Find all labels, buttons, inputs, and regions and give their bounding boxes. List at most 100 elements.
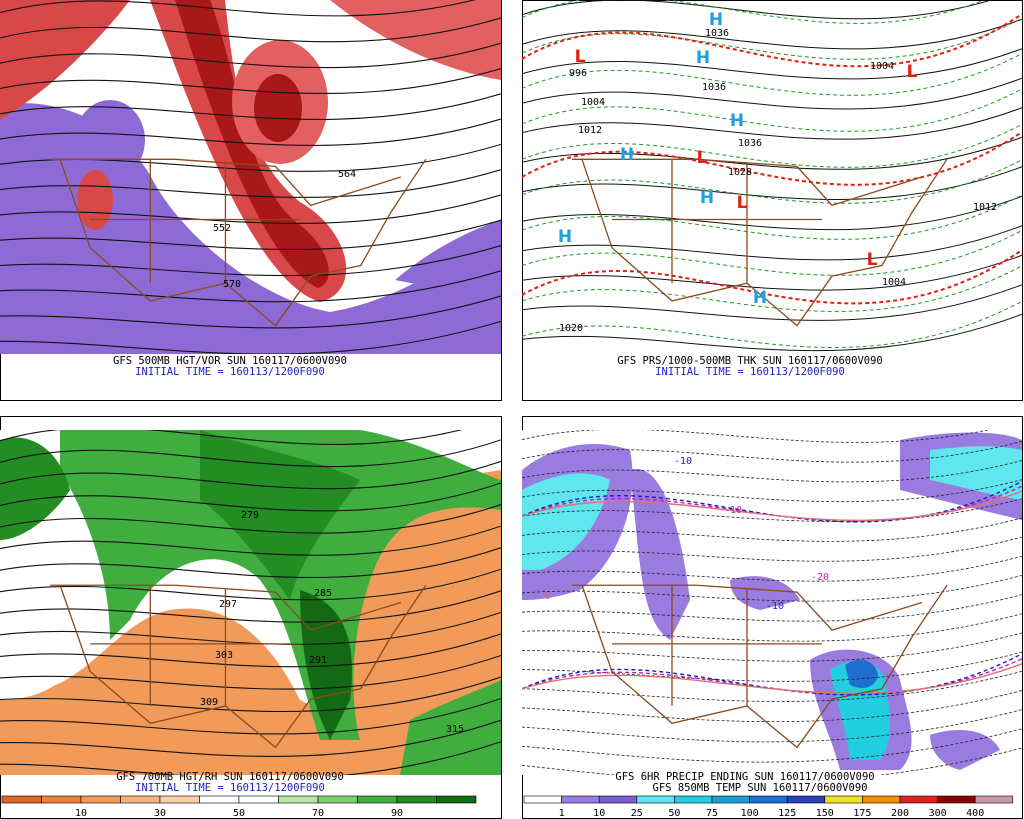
legend-swatch [80, 795, 121, 804]
legend-swatch [317, 795, 358, 804]
contour [522, 159, 1022, 204]
high-marker: H [620, 145, 634, 165]
contour [0, 219, 501, 251]
contour [0, 633, 501, 668]
contour [522, 194, 1022, 240]
contour [0, 482, 501, 512]
border [612, 585, 822, 706]
legend-swatch [824, 795, 863, 804]
contour [0, 654, 501, 690]
map-precip [522, 430, 1022, 775]
low-marker: L [737, 193, 748, 213]
contour [522, 123, 1022, 168]
contour-label: 552 [213, 223, 231, 234]
border [50, 158, 401, 207]
legend-label: 1 [559, 808, 565, 819]
contour [522, 0, 993, 20]
caption: GFS 6HR PRECIP ENDING SUN 160117/0600V09… [615, 771, 874, 783]
contour-label: 315 [446, 724, 464, 735]
border [612, 159, 822, 284]
legend-swatch [41, 795, 82, 804]
contour [522, 313, 1022, 352]
legend-swatch [636, 795, 675, 804]
contour [0, 0, 477, 17]
legend-label: 10 [593, 808, 605, 819]
high-marker: H [700, 188, 714, 208]
border [572, 584, 923, 631]
border [581, 584, 948, 749]
border [90, 585, 301, 706]
contour [522, 225, 1022, 261]
legend-swatch [357, 795, 398, 804]
low-marker: L [575, 47, 586, 67]
low-marker: L [697, 148, 708, 168]
isotherm-label: -10 [674, 456, 692, 467]
contour [0, 295, 501, 329]
contour [0, 42, 501, 69]
isotherm-label: -10 [724, 505, 742, 516]
isotherm-label: -20 [811, 572, 829, 583]
legend-label: 25 [631, 808, 643, 819]
border [572, 158, 923, 207]
legend-label: 175 [853, 808, 871, 819]
contour [0, 169, 501, 198]
legend-label: 75 [706, 808, 718, 819]
contour [522, 17, 1022, 60]
contour [522, 460, 1022, 483]
contour [522, 88, 1022, 132]
border [59, 584, 427, 749]
legend-label: 90 [391, 808, 403, 819]
contour [0, 590, 501, 623]
contour [522, 490, 1022, 521]
legend-swatch [899, 795, 938, 804]
contour [522, 632, 1022, 662]
contour-label: 285 [314, 588, 332, 599]
contour [522, 13, 1022, 68]
contour [0, 244, 501, 277]
contour [0, 67, 501, 94]
legend: 10 30 50 70 90 [1, 795, 477, 819]
contour [0, 439, 501, 468]
legend-label: 125 [778, 808, 796, 819]
legend-swatch [199, 795, 240, 804]
contour [0, 118, 501, 146]
contour [522, 536, 1022, 562]
contour [522, 230, 1022, 276]
contour [0, 611, 501, 645]
contour [522, 195, 1022, 231]
caption: GFS 700MB HGT/RH SUN 160117/0600V090 [116, 771, 344, 783]
contour [522, 48, 1022, 80]
contour-label: 309 [200, 697, 218, 708]
legend-swatch [1, 795, 42, 804]
contour [522, 77, 1022, 110]
contour [0, 93, 501, 120]
map-500mb [0, 0, 501, 354]
map-pressure [522, 0, 1022, 352]
legend-label: 30 [154, 808, 166, 819]
contour [522, 300, 1022, 348]
isobar-label: 1036 [705, 28, 729, 39]
legend-swatch [862, 795, 901, 804]
low-marker: L [867, 250, 878, 270]
contour [522, 284, 1022, 321]
contour [522, 440, 1022, 463]
contour [522, 479, 1022, 503]
legend-label: 10 [75, 808, 87, 819]
contour [522, 430, 990, 443]
isobar-label: 1036 [702, 82, 726, 93]
contour [0, 320, 501, 354]
legend-swatch [120, 795, 161, 804]
isobar-label: 1036 [738, 138, 762, 149]
contour [522, 613, 1022, 642]
legend-swatch [278, 795, 319, 804]
caption: INITIAL TIME = 160113/1200F090 [135, 366, 325, 378]
legend-swatch [523, 795, 562, 804]
legend-swatch [159, 795, 200, 804]
legend-label: 50 [233, 808, 245, 819]
contour-label: 291 [309, 655, 327, 666]
contour [522, 653, 1022, 696]
caption: GFS PRS/1000-500MB THK SUN 160117/0600V0… [617, 355, 883, 367]
contour [522, 690, 1022, 723]
border [59, 158, 427, 327]
contour [0, 719, 501, 757]
